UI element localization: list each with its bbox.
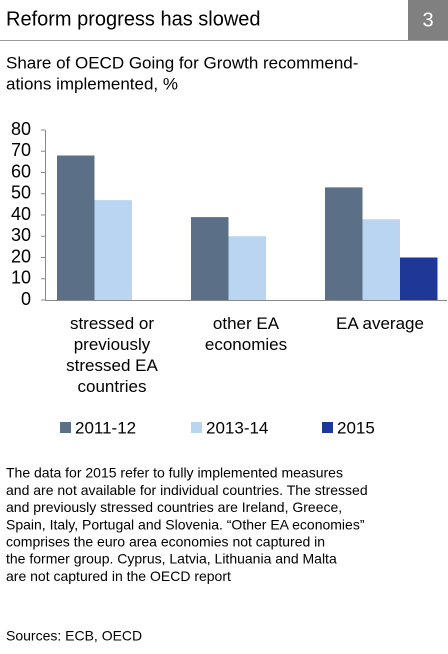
chart-title: Reform progress has slowed xyxy=(6,8,261,30)
y-tick-label: 80 xyxy=(11,119,31,139)
y-tick-label: 20 xyxy=(11,246,31,266)
note: the former group. Cyprus, Latvia, Lithua… xyxy=(6,551,337,567)
bar xyxy=(228,236,266,300)
bar xyxy=(191,217,229,300)
y-tick-label: 10 xyxy=(11,268,31,288)
y-tick-label: 40 xyxy=(11,204,31,224)
y-tick-label: 60 xyxy=(11,161,31,181)
note: and are not available for individual cou… xyxy=(6,482,368,498)
legend-swatch xyxy=(191,422,202,433)
bar xyxy=(94,200,132,300)
legend-label: 2013-14 xyxy=(206,418,268,437)
bar xyxy=(325,187,363,300)
badge-box xyxy=(408,0,448,40)
legend-swatch xyxy=(60,422,71,433)
note: comprises the euro area economies not ca… xyxy=(6,534,325,550)
legend-swatch xyxy=(322,422,333,433)
sources: Sources: ECB, OECD xyxy=(6,628,142,644)
chart-subtitle: Share of OECD Going for Growth recommend… xyxy=(6,53,358,72)
y-tick-label: 0 xyxy=(21,289,31,309)
note: are not captured in the OECD report xyxy=(6,568,231,584)
bar xyxy=(57,155,95,300)
bar xyxy=(400,257,438,300)
y-tick-label: 30 xyxy=(11,225,31,245)
y-tick-label: 50 xyxy=(11,183,31,203)
note: Spain, Italy, Portugal and Slovenia. “Ot… xyxy=(6,516,365,532)
y-tick-label: 70 xyxy=(11,140,31,160)
badge: 3 xyxy=(422,9,433,31)
x-tick-label: stressed or previously stressed EA count… xyxy=(66,314,158,396)
note: The data for 2015 refer to fully impleme… xyxy=(6,465,343,481)
x-tick-label: EA average xyxy=(336,314,424,333)
x-tick-label: other EA economies xyxy=(204,314,288,354)
legend-label: 2011-12 xyxy=(75,418,136,437)
note: and previously stressed countries are Ir… xyxy=(6,499,342,515)
bar xyxy=(362,219,400,300)
legend-label: 2015 xyxy=(337,418,375,437)
chart-subtitle: ations implemented, % xyxy=(6,74,178,93)
